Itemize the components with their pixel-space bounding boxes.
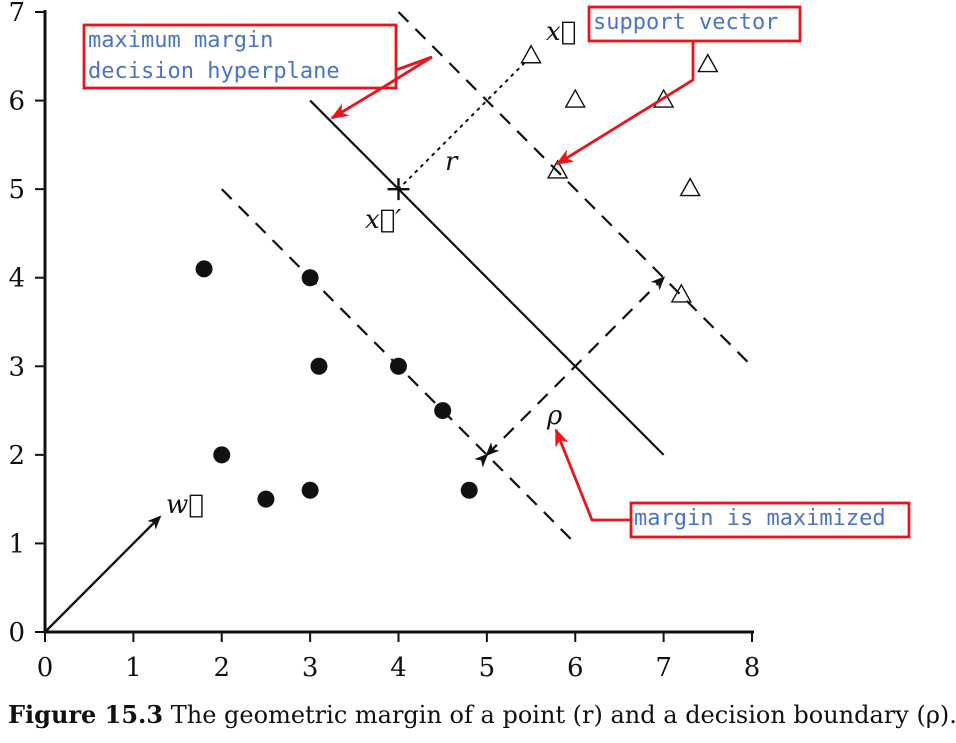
decision-hyperplane-line xyxy=(309,99,665,456)
label-x-vector: x⃗ xyxy=(546,17,576,47)
distance-r-dotted-line xyxy=(397,61,527,191)
callout-arrow-support-vector xyxy=(555,41,695,166)
margin-double-arrow xyxy=(474,276,666,468)
label-x-prime: x⃗′ xyxy=(365,205,401,235)
upper-margin-line xyxy=(397,11,753,368)
y-tick-label: 7 xyxy=(8,0,25,28)
x-tick-label: 0 xyxy=(37,653,54,683)
callout-margin-maximized-box xyxy=(629,501,911,539)
callout-arrow-margin-maximized xyxy=(554,428,631,522)
normal-vector-w-arrow xyxy=(44,515,162,633)
open-triangle-point xyxy=(652,88,675,108)
x-tick-label: 7 xyxy=(655,653,672,683)
y-tick-label: 5 xyxy=(8,175,25,205)
axes: 0 1 2 3 4 5 6 7 8 0 1 2 3 4 5 6 7 xyxy=(8,0,760,683)
filled-circle-point xyxy=(390,357,407,375)
y-tick-label: 0 xyxy=(8,618,25,648)
x-tick-label: 6 xyxy=(567,653,584,683)
x-tick-label: 5 xyxy=(479,653,496,683)
y-tick-label: 3 xyxy=(8,352,25,382)
margin-arrow-start-head xyxy=(485,442,500,457)
open-triangle-point xyxy=(697,53,719,73)
figure-number: Figure 15.3 xyxy=(8,700,164,729)
filled-circle-point xyxy=(195,260,213,278)
callout-max-margin-text: maximum margin xyxy=(88,28,273,53)
y-tick-label: 6 xyxy=(8,87,25,117)
label-rho: ρ xyxy=(546,401,563,431)
callouts: maximum margin decision hyperplane support… xyxy=(82,5,911,539)
x-tick-label: 3 xyxy=(302,653,319,683)
annotations: x⃗ r x⃗′ w⃗ ρ xyxy=(44,17,666,633)
label-r: r xyxy=(445,147,459,177)
y-tick-label: 1 xyxy=(8,529,25,559)
callout-arrow-max-margin xyxy=(330,55,433,120)
open-triangle-point xyxy=(679,177,701,197)
x-tick-label: 2 xyxy=(213,653,230,683)
filled-circle-point xyxy=(257,490,275,508)
margin-chart: 0 1 2 3 4 5 6 7 8 0 1 2 3 4 5 6 7 x⃗ r x⃗′ w⃗ ρ maximum marg… xyxy=(8,0,911,683)
callout-max-margin-text: decision hyperplane xyxy=(88,59,340,84)
x-tick-label: 8 xyxy=(744,653,761,683)
data-points xyxy=(195,44,719,508)
callout-margin-maximized-text: margin is maximized xyxy=(634,506,886,531)
x-tick-label: 4 xyxy=(390,653,407,683)
callout-support-vector-text: support vector xyxy=(593,10,778,35)
caption-text: The geometric margin of a point (r) and … xyxy=(170,701,956,729)
filled-circle-point xyxy=(301,481,319,499)
filled-circle-point xyxy=(460,481,478,499)
callout-max-margin-box xyxy=(82,23,398,90)
label-w-vector: w⃗ xyxy=(166,490,204,520)
filled-circle-point xyxy=(301,269,319,287)
filled-circle-point xyxy=(434,402,452,420)
y-tick-label: 2 xyxy=(8,441,25,471)
figure-caption: Figure 15.3 The geometric margin of a po… xyxy=(8,700,956,729)
x-tick-label: 1 xyxy=(125,653,142,683)
open-triangle-point xyxy=(546,159,569,179)
y-tick-label: 4 xyxy=(8,264,25,294)
filled-circle-point xyxy=(310,357,328,375)
open-triangle-point xyxy=(564,88,586,108)
open-triangle-point xyxy=(520,44,542,64)
open-triangle-point xyxy=(670,283,692,303)
filled-circle-point xyxy=(213,446,231,464)
callout-support-vector-box xyxy=(587,5,802,43)
